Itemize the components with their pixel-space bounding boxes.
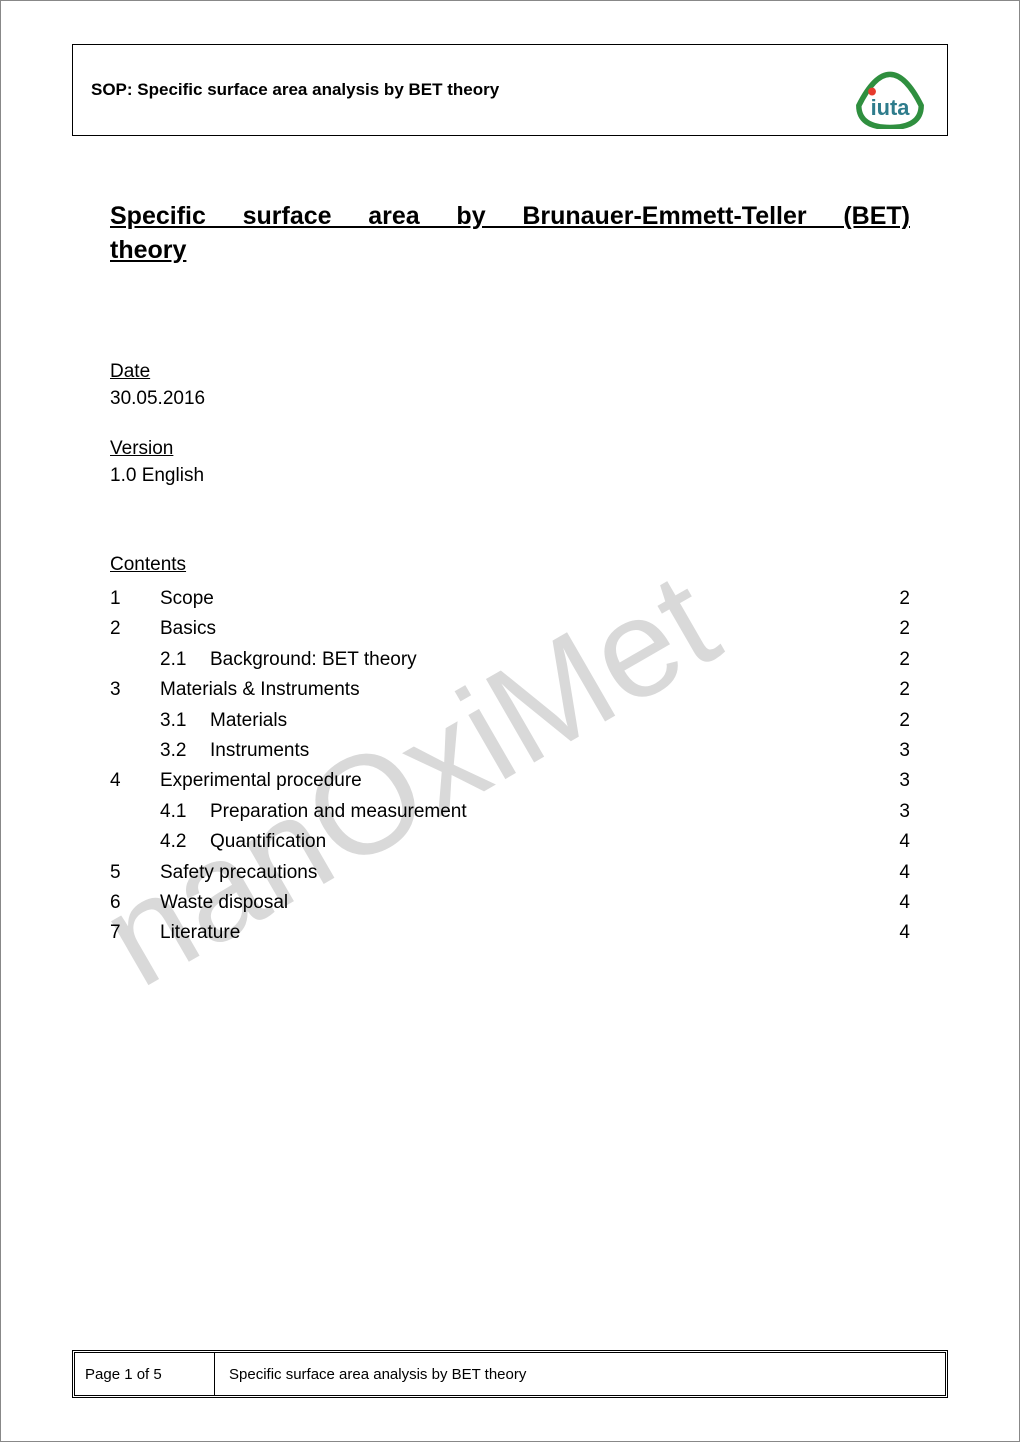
toc-page: 2 bbox=[880, 584, 910, 614]
toc-page: 4 bbox=[880, 888, 910, 918]
toc-num: 3 bbox=[110, 675, 160, 705]
toc-num: 7 bbox=[110, 918, 160, 948]
date-block: Date 30.05.2016 bbox=[110, 358, 910, 413]
toc-page: 4 bbox=[880, 827, 910, 857]
toc-num: 4 bbox=[110, 766, 160, 796]
toc-page: 2 bbox=[880, 706, 910, 736]
toc-num: 2 bbox=[110, 614, 160, 644]
toc-page: 2 bbox=[880, 614, 910, 644]
toc-label: Waste disposal bbox=[160, 888, 288, 918]
toc-num: 4.1 bbox=[160, 797, 210, 827]
toc-page: 3 bbox=[880, 797, 910, 827]
table-of-contents: Contents 1 Scope 2 2 Basics 2 2.1 Backgr… bbox=[110, 550, 910, 949]
toc-num: 3.1 bbox=[160, 706, 210, 736]
toc-row: 6 Waste disposal 4 bbox=[110, 888, 910, 918]
toc-row: 4 Experimental procedure 3 bbox=[110, 766, 910, 796]
toc-heading: Contents bbox=[110, 550, 910, 580]
header-box: SOP: Specific surface area analysis by B… bbox=[72, 44, 948, 136]
version-block: Version 1.0 English bbox=[110, 435, 910, 490]
toc-num: 3.2 bbox=[160, 736, 210, 766]
toc-row: 3 Materials & Instruments 2 bbox=[110, 675, 910, 705]
toc-label: Quantification bbox=[210, 827, 326, 857]
toc-label: Instruments bbox=[210, 736, 309, 766]
toc-page: 3 bbox=[880, 736, 910, 766]
toc-label: Basics bbox=[160, 614, 216, 644]
document-title-line2: theory bbox=[110, 234, 910, 268]
toc-row: 4.1 Preparation and measurement 3 bbox=[110, 797, 910, 827]
toc-label: Scope bbox=[160, 584, 214, 614]
date-label: Date bbox=[110, 358, 910, 386]
toc-page: 4 bbox=[880, 918, 910, 948]
toc-row: 2.1 Background: BET theory 2 bbox=[110, 645, 910, 675]
logo-text: iuta bbox=[871, 95, 911, 120]
toc-label: Materials bbox=[210, 706, 287, 736]
toc-row: 3.2 Instruments 3 bbox=[110, 736, 910, 766]
sop-header-title: SOP: Specific surface area analysis by B… bbox=[91, 80, 499, 100]
toc-num: 2.1 bbox=[160, 645, 210, 675]
toc-label: Safety precautions bbox=[160, 858, 317, 888]
toc-num: 6 bbox=[110, 888, 160, 918]
toc-label: Materials & Instruments bbox=[160, 675, 360, 705]
document-title: Specific surface area by Brunauer-Emmett… bbox=[110, 200, 910, 268]
toc-page: 3 bbox=[880, 766, 910, 796]
toc-num: 5 bbox=[110, 858, 160, 888]
toc-label: Preparation and measurement bbox=[210, 797, 467, 827]
version-value: 1.0 English bbox=[110, 462, 910, 490]
toc-row: 7 Literature 4 bbox=[110, 918, 910, 948]
toc-label: Literature bbox=[160, 918, 240, 948]
toc-page: 2 bbox=[880, 645, 910, 675]
toc-num: 1 bbox=[110, 584, 160, 614]
toc-row: 5 Safety precautions 4 bbox=[110, 858, 910, 888]
toc-row: 3.1 Materials 2 bbox=[110, 706, 910, 736]
toc-page: 2 bbox=[880, 675, 910, 705]
toc-num: 4.2 bbox=[160, 827, 210, 857]
toc-row: 1 Scope 2 bbox=[110, 584, 910, 614]
document-title-line1: Specific surface area by Brunauer-Emmett… bbox=[110, 200, 910, 234]
toc-page: 4 bbox=[880, 858, 910, 888]
toc-label: Experimental procedure bbox=[160, 766, 362, 796]
footer-doc-title: Specific surface area analysis by BET th… bbox=[215, 1353, 945, 1395]
toc-label: Background: BET theory bbox=[210, 645, 417, 675]
content-area: Specific surface area by Brunauer-Emmett… bbox=[110, 200, 910, 949]
toc-row: 4.2 Quantification 4 bbox=[110, 827, 910, 857]
date-value: 30.05.2016 bbox=[110, 385, 910, 413]
footer-page-number: Page 1 of 5 bbox=[75, 1353, 215, 1395]
footer-box: Page 1 of 5 Specific surface area analys… bbox=[72, 1350, 948, 1398]
iuta-logo: iuta bbox=[851, 51, 929, 129]
version-label: Version bbox=[110, 435, 910, 463]
toc-row: 2 Basics 2 bbox=[110, 614, 910, 644]
